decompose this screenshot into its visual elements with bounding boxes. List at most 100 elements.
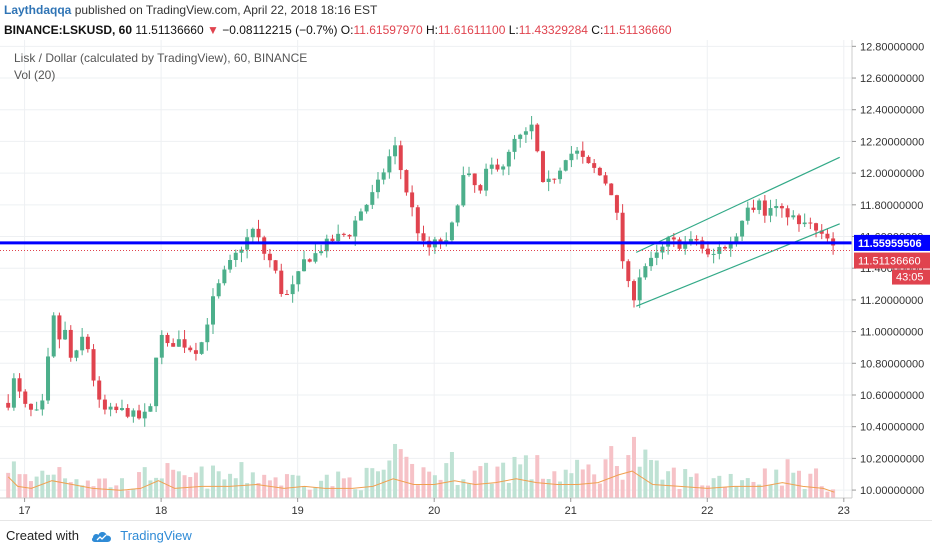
- candle-body: [370, 192, 375, 205]
- volume-bar: [540, 478, 545, 498]
- candle-body: [364, 204, 369, 212]
- volume-bar: [313, 487, 318, 498]
- volume-bar: [506, 482, 511, 498]
- candle-body: [17, 378, 22, 392]
- volume-bar: [751, 481, 756, 498]
- candle-body: [23, 391, 28, 404]
- candle-body: [512, 138, 517, 152]
- candle-body: [614, 195, 619, 213]
- candle-body: [46, 356, 51, 401]
- price-chart[interactable]: 10.00000000 10.20000000 10.40000000 10.6000…: [0, 40, 932, 520]
- price-tick-label: 10.40000000: [860, 422, 924, 434]
- candle-body: [97, 380, 102, 400]
- tradingview-brand[interactable]: TradingView: [120, 528, 192, 543]
- volume-bar: [222, 479, 227, 498]
- volume-bar: [597, 483, 602, 498]
- candle-body: [495, 164, 500, 170]
- volume-bar: [193, 472, 198, 498]
- candle-body: [80, 336, 85, 351]
- candle-body: [563, 160, 568, 171]
- candle-body: [723, 246, 728, 249]
- candle-body: [489, 164, 494, 169]
- volume-bar: [740, 480, 745, 498]
- volume-bar: [23, 474, 28, 498]
- countdown-label: 43:05: [896, 272, 924, 284]
- price-tick-label: 12.80000000: [860, 41, 924, 53]
- candle-body: [154, 357, 159, 407]
- volume-bar: [307, 489, 312, 498]
- volume-bar: [148, 480, 153, 498]
- candle-body: [171, 343, 176, 347]
- price-tick-label: 12.20000000: [860, 136, 924, 148]
- candle-body: [717, 246, 722, 254]
- volume-bar: [97, 478, 102, 498]
- candle-body: [683, 243, 688, 249]
- trend-channel-line: [636, 156, 840, 253]
- trend-channel[interactable]: [636, 156, 840, 307]
- candle-body: [239, 249, 244, 253]
- candle-body: [751, 207, 756, 210]
- candle-body: [74, 350, 79, 358]
- price-labels: 11.55959506 11.51136660 43:05: [854, 234, 930, 285]
- candle-body: [262, 237, 267, 254]
- candle-body: [745, 207, 750, 221]
- candle-body: [28, 403, 33, 410]
- candle-body: [387, 156, 392, 173]
- footer: Created with TradingView: [0, 520, 932, 551]
- volume-bar: [6, 472, 11, 498]
- time-tick-label: 19: [292, 505, 304, 517]
- volume-bar: [677, 488, 682, 498]
- price-axis[interactable]: 10.00000000 10.20000000 10.40000000 10.6000…: [852, 41, 924, 497]
- candle-body: [421, 233, 426, 241]
- volume-bar: [779, 485, 784, 498]
- volume-bar: [620, 479, 625, 498]
- candle-body: [330, 238, 335, 242]
- volume-bar: [11, 461, 16, 498]
- candle-body: [825, 233, 830, 239]
- candle-body: [694, 238, 699, 241]
- volume-bar: [102, 478, 107, 498]
- volume-bar: [569, 473, 574, 498]
- volume-bar: [410, 463, 415, 498]
- last-price-label-bg: [854, 252, 930, 269]
- candle-body: [6, 402, 11, 408]
- candle-body: [57, 315, 62, 340]
- candle-body: [757, 200, 762, 210]
- candle-body: [478, 185, 483, 191]
- candle-body: [114, 406, 119, 411]
- horizontal-line-label: 11.55959506: [858, 238, 922, 250]
- candle-body: [637, 277, 642, 301]
- volume-bar: [393, 443, 398, 498]
- candle-body: [620, 212, 625, 262]
- created-with-text: Created with: [6, 528, 79, 543]
- candle-body: [484, 168, 489, 191]
- volume-bar: [592, 474, 597, 498]
- time-tick-label: 23: [838, 505, 850, 517]
- last-price-label: 11.51136660: [858, 256, 921, 268]
- volume-bar: [814, 468, 819, 498]
- candle-body: [415, 207, 420, 234]
- time-axis[interactable]: 17 18 19 20 21 22 23: [18, 498, 850, 517]
- low-label: L:: [508, 23, 519, 37]
- candle-body: [131, 410, 136, 417]
- price-tick-label: 12.40000000: [860, 105, 924, 117]
- time-tick-label: 17: [18, 505, 30, 517]
- volume-bar: [68, 482, 73, 498]
- candle-body: [233, 252, 238, 260]
- author-name[interactable]: Laythdaqqa: [4, 3, 72, 17]
- candle-body: [774, 206, 779, 209]
- price-change: −0.08112215 (−0.7%): [222, 23, 338, 37]
- volume-bar: [267, 480, 272, 498]
- candle-body: [205, 324, 210, 343]
- open-label: O:: [340, 23, 354, 37]
- volume-bar: [125, 490, 130, 498]
- candle-body: [267, 253, 272, 261]
- volume-bar: [34, 476, 39, 498]
- candle-body: [461, 175, 466, 206]
- volume-bar: [199, 466, 204, 498]
- candle-body: [660, 246, 665, 253]
- volume-bar: [91, 486, 96, 498]
- volume-bar: [728, 473, 733, 498]
- candle-body: [802, 222, 807, 225]
- volume-bar: [432, 475, 437, 498]
